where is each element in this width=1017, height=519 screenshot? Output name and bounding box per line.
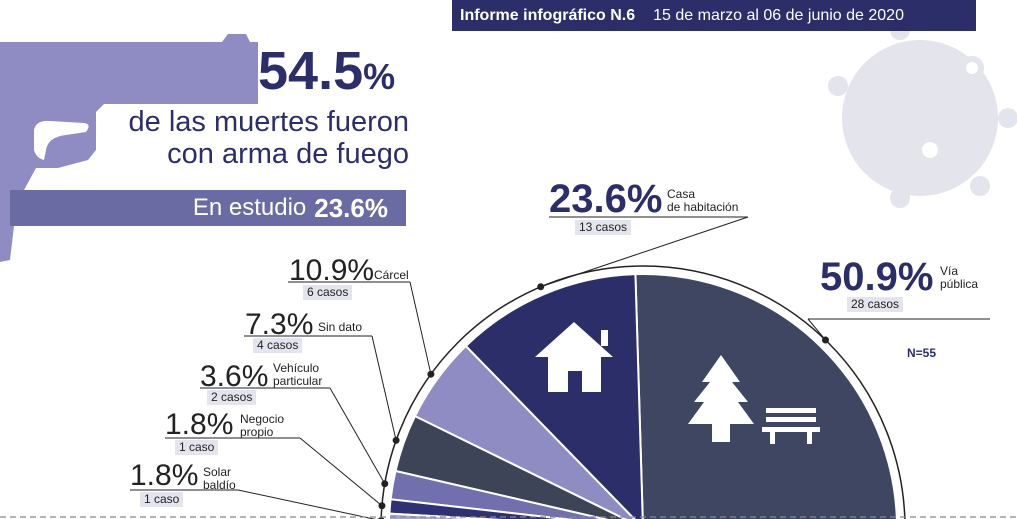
label-via-name: Vía pública: [940, 265, 978, 290]
pie-slice-via: [634, 273, 898, 519]
leader-dot-carcel: [427, 370, 435, 378]
house-icon: [535, 322, 613, 392]
label-negocio-pct: 1.8%: [165, 408, 234, 441]
leader-dot-via: [821, 336, 829, 344]
label-casa-name: Casa de habitación: [667, 188, 738, 213]
label-via-line-1: Vía: [940, 264, 959, 278]
label-negocio-name: Negocio propio: [240, 413, 284, 438]
label-solar-line-2: baldío: [203, 477, 236, 492]
leader-dot-negocio: [378, 502, 386, 510]
bench-icon: [762, 408, 820, 444]
leader-dot-casa: [537, 283, 545, 291]
leader-line-negocio: [299, 437, 383, 507]
report-dates: 15 de marzo al 06 de junio de 2020: [653, 6, 904, 24]
label-via-cases: 28 casos: [847, 297, 904, 313]
label-sindato-name: Sin dato: [318, 320, 363, 334]
label-negocio-cases: 1 caso: [175, 440, 219, 456]
label-solar-cases: 1 caso: [140, 492, 184, 508]
label-sindato-cases: 4 casos: [253, 338, 303, 354]
label-solar-name: Solar baldío: [203, 466, 236, 491]
label-vehiculo-name: Vehículo particular: [273, 362, 322, 387]
headline-unit: %: [363, 56, 396, 97]
label-vehiculo-pct: 3.6%: [200, 360, 269, 393]
study-label: En estudio: [192, 194, 307, 221]
pie-slice-casa: [464, 273, 644, 519]
label-vehiculo-cases: 2 casos: [207, 390, 257, 406]
label-vehiculo-line-1: Vehículo: [273, 361, 320, 375]
label-sindato-pct: 7.3%: [245, 308, 314, 341]
headline-percentage: 54.5%: [258, 44, 395, 98]
report-header: Informe infográfico N.6 15 de marzo al 0…: [452, 0, 976, 31]
study-badge: En estudio 23.6%: [10, 190, 406, 226]
report-number: Informe infográfico N.6: [460, 6, 636, 24]
label-casa-line-2: de habitación: [667, 199, 739, 214]
study-value: 23.6%: [314, 192, 388, 223]
label-carcel-cases: 6 casos: [303, 285, 353, 301]
label-via-pct: 50.9%: [820, 255, 934, 299]
headline-line-2: con arma de fuego: [167, 138, 409, 170]
label-solar-line-1: Solar: [203, 465, 232, 479]
label-via-line-2: pública: [940, 276, 979, 291]
leader-dot-vehiculo: [381, 480, 389, 488]
pistol-silhouette-icon: [0, 34, 258, 262]
label-casa-cases: 13 casos: [575, 220, 632, 236]
label-vehiculo-line-2: particular: [273, 373, 323, 388]
leader-line-via: [807, 318, 826, 341]
headline-line-1: de las muertes fueron: [128, 106, 409, 138]
leader-line-carcel: [409, 281, 432, 375]
sample-size: N=55: [907, 346, 937, 360]
label-solar-pct: 1.8%: [130, 459, 199, 492]
leader-line-vehiculo: [329, 387, 386, 484]
virus-icon: [828, 20, 1017, 208]
leader-line-solar: [237, 489, 377, 519]
label-casa-pct: 23.6%: [549, 177, 663, 221]
tree-icon: [688, 355, 754, 442]
label-negocio-line-1: Negocio: [240, 412, 285, 426]
leader-dot-sindato: [392, 436, 400, 444]
headline-value: 54.5: [258, 41, 364, 101]
label-carcel-name: Cárcel: [374, 268, 409, 282]
label-negocio-line-2: propio: [240, 424, 274, 439]
label-casa-line-1: Casa: [667, 187, 696, 201]
pie-slice-solar: [388, 512, 502, 519]
label-carcel-pct: 10.9%: [289, 254, 375, 287]
leader-line-sindato: [371, 335, 397, 441]
outer-ring: [380, 265, 906, 519]
leader-line-casa: [540, 216, 749, 288]
trigger-guard: [34, 120, 89, 160]
